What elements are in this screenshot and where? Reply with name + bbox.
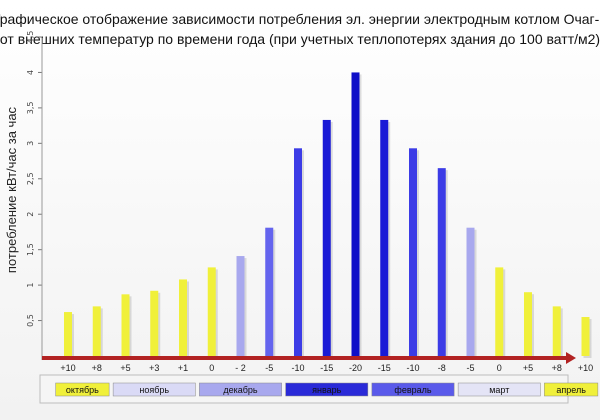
bar — [495, 267, 504, 356]
month-band — [457, 382, 541, 397]
x-tick-label: -15 — [378, 363, 391, 373]
bar — [524, 292, 532, 356]
y-tick-label: 1 — [26, 283, 35, 288]
y-tick-label: 4 — [26, 70, 35, 75]
x-axis-arrow — [566, 352, 576, 364]
x-tick-label: -20 — [349, 363, 362, 373]
bar — [92, 306, 101, 356]
x-tick-label: +8 — [92, 363, 102, 373]
month-label: октябрь — [66, 385, 99, 395]
x-tick-label: -15 — [320, 363, 333, 373]
bar — [236, 256, 245, 356]
y-tick-label: 1,5 — [26, 243, 35, 256]
month-band — [544, 382, 599, 397]
month-label: январь — [312, 385, 342, 395]
y-tick-label: 0,5 — [26, 314, 35, 327]
bar — [64, 312, 72, 356]
month-band — [112, 382, 196, 397]
month-label: ноябрь — [139, 385, 169, 395]
x-tick-label: -10 — [291, 363, 304, 373]
y-tick-label: 3,5 — [26, 102, 35, 115]
x-tick-label: +10 — [578, 363, 593, 373]
month-label: февраль — [394, 385, 431, 395]
x-tick-label: -5 — [265, 363, 273, 373]
x-tick-label: -10 — [406, 363, 419, 373]
month-label: декабрь — [223, 385, 258, 395]
x-tick-label: 0 — [497, 363, 502, 373]
month-label: март — [489, 385, 509, 395]
bar — [380, 119, 389, 356]
x-tick-label: +5 — [120, 363, 130, 373]
bar — [581, 317, 590, 356]
y-tick-label: 2 — [26, 212, 35, 217]
bars — [64, 72, 592, 358]
x-tick-label: -8 — [438, 363, 446, 373]
month-label: апрель — [556, 385, 586, 395]
x-tick-label: - 2 — [235, 363, 246, 373]
bar — [351, 72, 360, 356]
month-band — [55, 382, 110, 397]
x-tick-label: 0 — [209, 363, 214, 373]
bar — [552, 306, 561, 356]
month-strip: октябрь ноябрь декабрь январь февраль март апр… — [55, 382, 599, 397]
y-tick-label: 2,5 — [26, 172, 35, 185]
chart-title-line-1: Графическое отображение зависимости потр… — [0, 11, 600, 27]
x-tick-label: +1 — [178, 363, 188, 373]
bar — [121, 294, 130, 356]
month-band — [371, 382, 455, 397]
bar — [150, 290, 159, 356]
month-band — [199, 382, 282, 397]
bar — [322, 119, 331, 356]
x-axis-baseline — [42, 356, 570, 360]
bar — [179, 279, 187, 356]
x-axis-ticks: +10 +8 +5 +3 +1 0- 2 -5 -10 -15 -20 -15 -10 -8 -5 0 +5 +… — [60, 363, 593, 373]
x-tick-label: +5 — [523, 363, 533, 373]
y-axis-ticks: 0,5 1 1,5 2 2,5 3 3,5 4 4,5 — [26, 31, 42, 327]
y-tick-label: 4,5 — [26, 31, 35, 44]
month-band — [285, 382, 369, 397]
x-tick-label: +8 — [552, 363, 562, 373]
bar — [294, 148, 302, 356]
y-axis-label: потребление кВт/час за час — [4, 106, 19, 273]
x-tick-label: +3 — [149, 363, 159, 373]
bar — [265, 227, 274, 356]
bar — [466, 227, 475, 356]
bar — [207, 267, 216, 356]
y-tick-label: 3 — [26, 141, 35, 146]
chart-title-line-2: от внешних температур по времени года (п… — [0, 31, 600, 47]
bar — [437, 168, 446, 356]
bar — [409, 148, 417, 356]
x-tick-label: -5 — [466, 363, 474, 373]
x-tick-label: +10 — [60, 363, 75, 373]
